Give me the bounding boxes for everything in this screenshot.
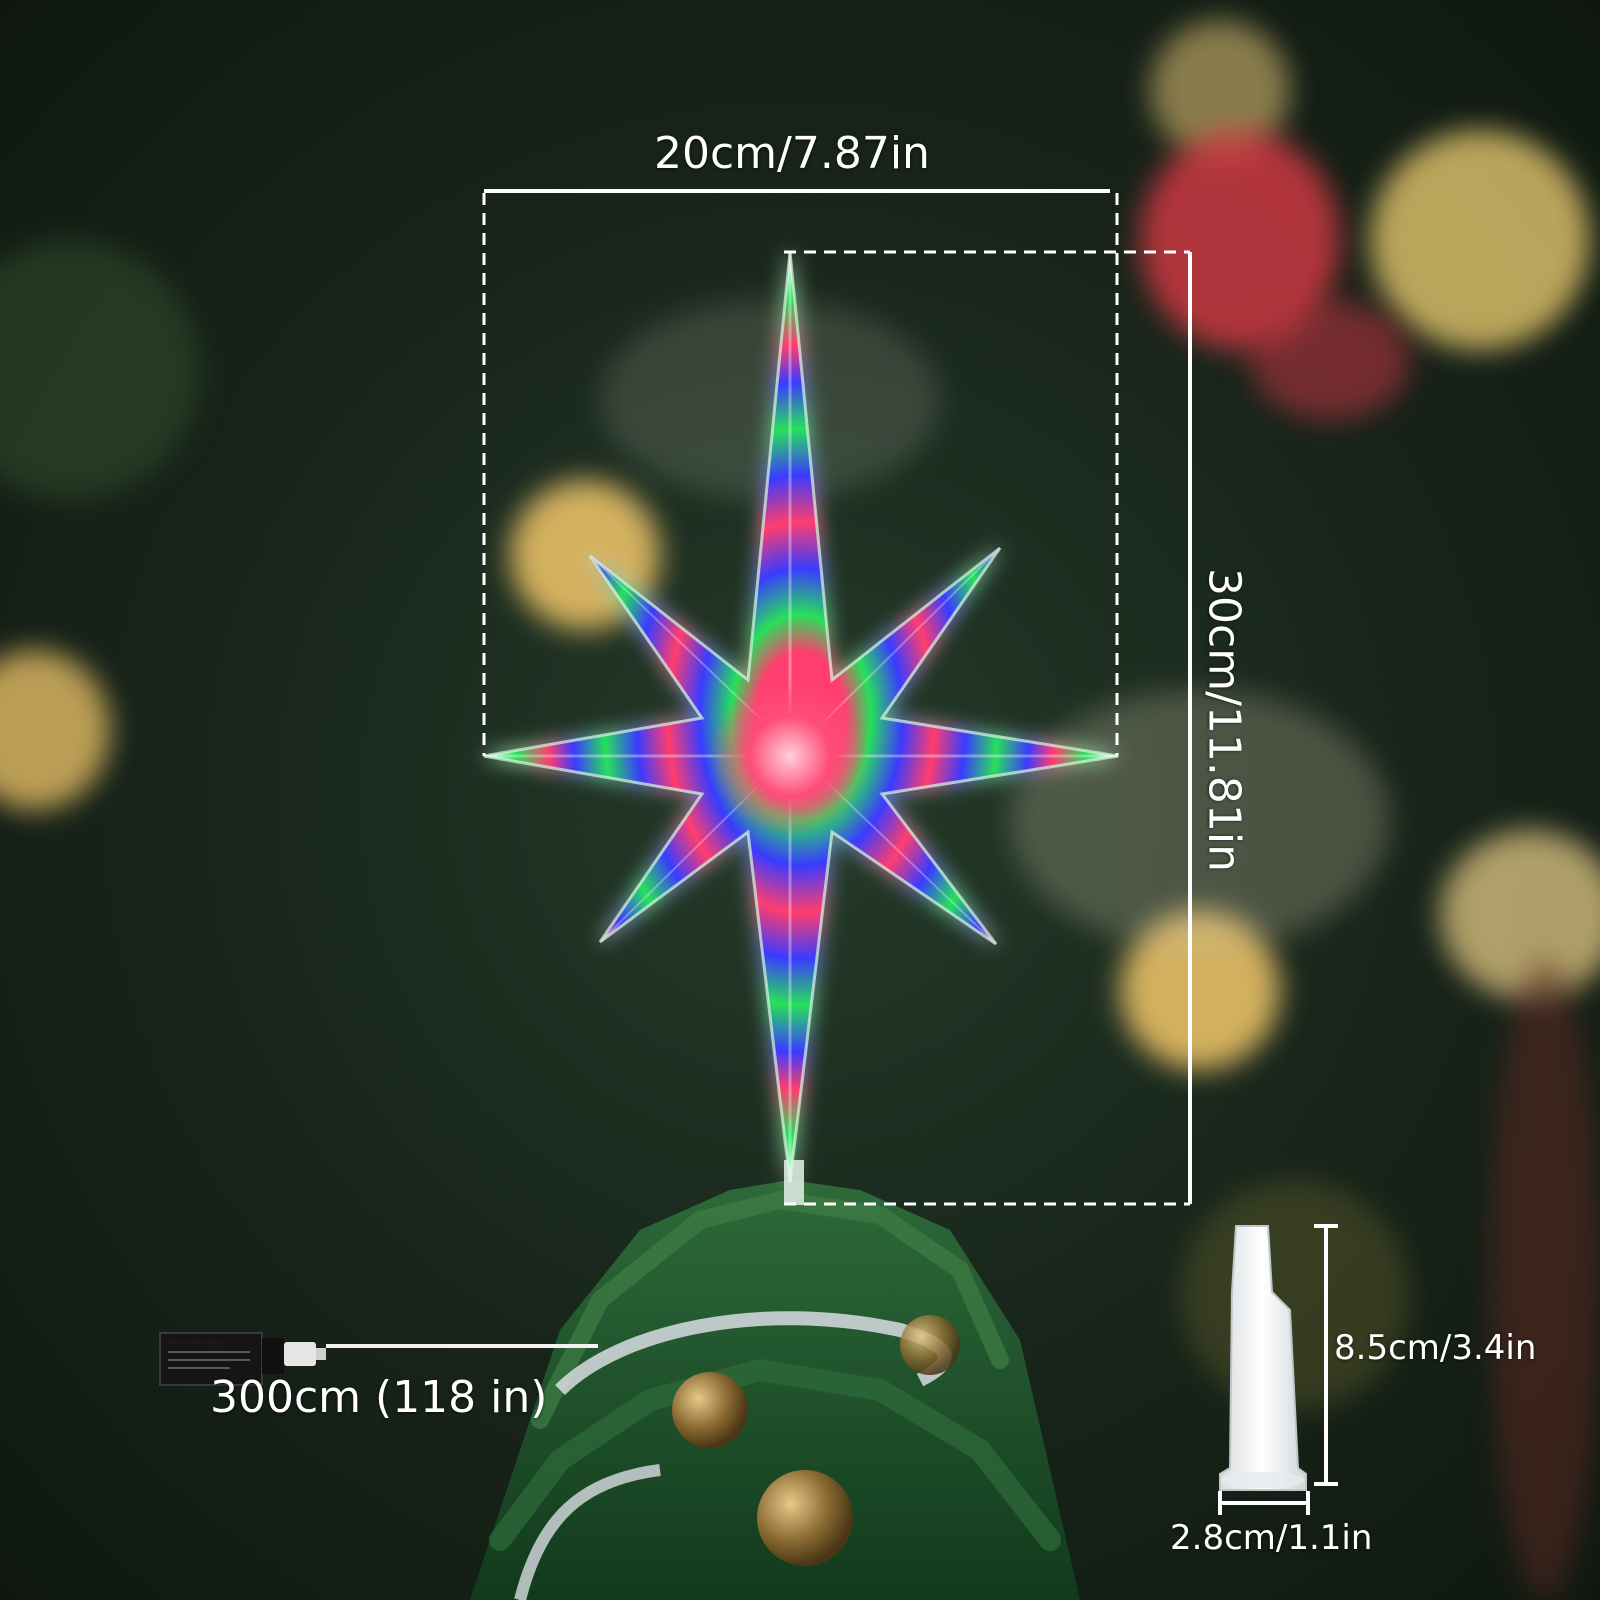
- ornament: [672, 1372, 748, 1448]
- power-adapter-icon: Class 2 Power Supply: [159, 1332, 326, 1386]
- tree-top: [470, 1180, 1080, 1600]
- bokeh-light: [0, 240, 200, 500]
- bokeh-light: [1370, 130, 1590, 350]
- ornament: [900, 1315, 960, 1375]
- ornament: [757, 1470, 853, 1566]
- adapter-width-label: 2.8cm/1.1in: [1170, 1518, 1373, 1558]
- bokeh-light: [1490, 960, 1600, 1600]
- eight-point-led-star-icon: [483, 251, 1119, 1183]
- svg-text:Class 2 Power Supply: Class 2 Power Supply: [168, 1340, 221, 1346]
- height-dimension-line: [784, 250, 1192, 1206]
- bokeh-light: [1120, 910, 1280, 1070]
- star-height-label: 30cm/11.81in: [1198, 568, 1250, 872]
- adapter-height-dimension: [1314, 1224, 1338, 1486]
- cable-length-label: 300cm (118 in): [210, 1372, 548, 1423]
- bokeh-light: [1250, 300, 1410, 420]
- adapter-width-dimension: [1218, 1491, 1310, 1515]
- bokeh-light: [1180, 1180, 1410, 1410]
- star-width-label: 20cm/7.87in: [654, 128, 930, 179]
- width-dimension-line: [482, 189, 1119, 756]
- tree-topper-base-icon: [1219, 1225, 1307, 1491]
- bokeh-light: [1440, 830, 1600, 1000]
- bokeh-light: [1010, 690, 1390, 950]
- adapter-height-label: 8.5cm/3.4in: [1334, 1328, 1537, 1368]
